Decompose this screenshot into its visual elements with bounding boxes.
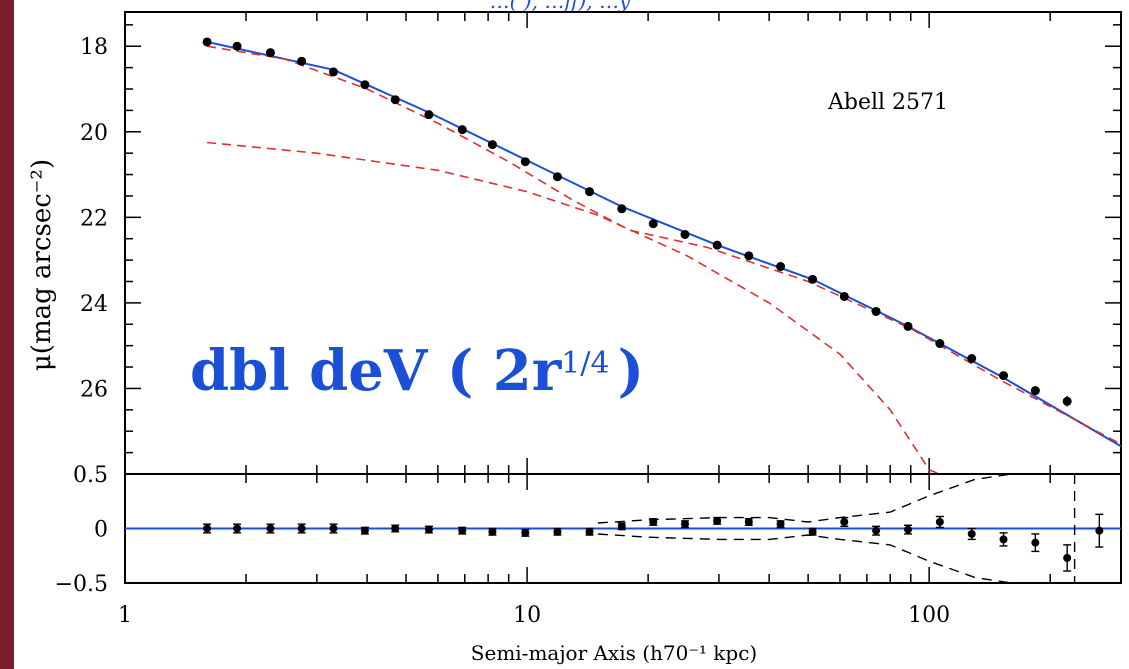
main-panel: 18 20 22 24 26 Abell 2571 dbl deV ( 2r1/4) μ… bbox=[27, 11, 1122, 475]
residual-point bbox=[521, 528, 530, 537]
data-point bbox=[967, 354, 977, 363]
residual-point bbox=[649, 517, 658, 526]
residual-point bbox=[617, 522, 626, 531]
y-tick-label: −0.5 bbox=[55, 572, 108, 597]
data-point bbox=[520, 157, 530, 167]
residual-ticks: 0.5 0 −0.5 bbox=[55, 463, 1122, 597]
data-point bbox=[776, 262, 786, 272]
residual-point bbox=[266, 524, 275, 533]
main-curves bbox=[206, 40, 1122, 475]
data-point bbox=[297, 56, 307, 66]
residual-point bbox=[999, 535, 1008, 544]
data-point bbox=[935, 339, 945, 349]
fit-curve-0 bbox=[206, 40, 1122, 448]
y-tick-label: 22 bbox=[80, 206, 108, 231]
data-point bbox=[202, 37, 212, 47]
data-point bbox=[457, 125, 467, 135]
residual-point bbox=[1031, 538, 1040, 547]
data-point bbox=[648, 219, 658, 229]
residual-point bbox=[1095, 526, 1104, 535]
residual-point bbox=[553, 527, 562, 536]
data-point bbox=[744, 251, 754, 261]
residual-point bbox=[458, 526, 467, 535]
data-point bbox=[232, 41, 242, 51]
residual-point bbox=[808, 527, 817, 536]
residual-point bbox=[935, 517, 944, 526]
y-tick-label: 26 bbox=[80, 377, 108, 402]
fit-label-exponent: 1/4 bbox=[561, 346, 609, 381]
residual-point bbox=[744, 517, 753, 526]
data-point bbox=[999, 371, 1009, 381]
data-point bbox=[1030, 386, 1040, 396]
residual-panel: 0.5 0 −0.5 bbox=[55, 463, 1122, 597]
fit-label-main: dbl deV ( 2r bbox=[190, 338, 563, 404]
y-tick-label: 24 bbox=[80, 292, 108, 317]
residual-point bbox=[872, 526, 881, 535]
data-point bbox=[1062, 396, 1072, 406]
residual-point bbox=[967, 529, 976, 538]
x-tick-label: 1 bbox=[118, 603, 132, 628]
residual-points bbox=[203, 513, 1104, 572]
data-point bbox=[265, 48, 275, 58]
residual-point bbox=[297, 524, 306, 533]
x-tick-label: 10 bbox=[513, 603, 541, 628]
residual-envelope-upper bbox=[597, 473, 1012, 524]
y-axis-label: μ(mag arcsec⁻²) bbox=[27, 159, 57, 371]
x-tick-label: 100 bbox=[908, 603, 950, 628]
data-point bbox=[680, 229, 690, 239]
data-point bbox=[424, 110, 434, 120]
top-caption: …( ), …ff), …y bbox=[490, 0, 631, 13]
main-ticks: 18 20 22 24 26 bbox=[80, 12, 1122, 474]
residual-point bbox=[391, 524, 400, 533]
main-points bbox=[202, 37, 1072, 407]
data-point bbox=[712, 240, 722, 250]
residual-point bbox=[203, 524, 212, 533]
data-point bbox=[328, 67, 338, 77]
y-tick-label: 20 bbox=[80, 121, 108, 146]
main-plot-frame bbox=[124, 11, 1122, 475]
data-point bbox=[617, 204, 627, 214]
residual-point bbox=[488, 527, 497, 536]
data-point bbox=[487, 140, 497, 150]
y-tick-label: 0.5 bbox=[73, 463, 108, 488]
data-point bbox=[360, 80, 370, 90]
residual-point bbox=[233, 524, 242, 533]
y-tick-label: 18 bbox=[80, 35, 108, 60]
residual-envelope-lower bbox=[597, 533, 1012, 584]
data-point bbox=[585, 187, 595, 197]
residual-point bbox=[776, 520, 785, 529]
x-axis-label: Semi-major Axis (h70⁻¹ kpc) bbox=[471, 641, 757, 665]
residual-point bbox=[585, 527, 594, 536]
residual-point bbox=[840, 517, 849, 526]
data-point bbox=[839, 291, 849, 301]
residual-point bbox=[329, 524, 338, 533]
fit-label-close: ) bbox=[618, 338, 645, 404]
residual-point bbox=[680, 520, 689, 529]
fit-curve-1 bbox=[206, 45, 1122, 445]
main-annotation: Abell 2571 bbox=[827, 90, 948, 115]
fit-curve-2 bbox=[207, 141, 940, 475]
data-point bbox=[903, 321, 913, 331]
data-point bbox=[552, 172, 562, 182]
left-decorative-strip bbox=[0, 0, 14, 669]
data-point bbox=[390, 95, 400, 105]
data-point bbox=[808, 274, 818, 284]
residual-point bbox=[1063, 553, 1072, 562]
y-tick-label: 0 bbox=[94, 518, 108, 543]
fit-label: dbl deV ( 2r1/4) bbox=[190, 338, 644, 404]
residual-point bbox=[713, 516, 722, 525]
residual-point bbox=[360, 526, 369, 535]
residual-point bbox=[904, 525, 913, 534]
x-tick-labels: 1 10 100 bbox=[118, 603, 950, 628]
residual-point bbox=[424, 525, 433, 534]
data-point bbox=[871, 306, 881, 316]
